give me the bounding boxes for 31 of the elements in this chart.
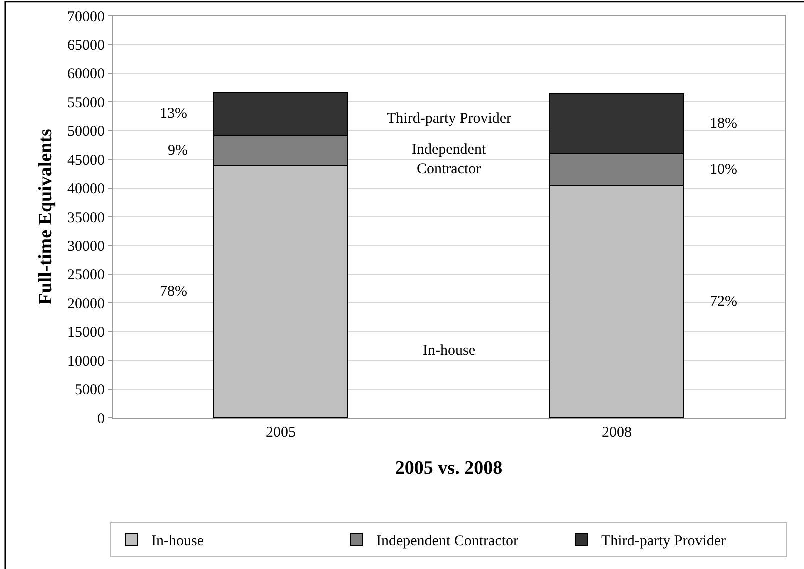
y-tick-label: 5000	[75, 382, 105, 399]
y-tick-label: 10000	[68, 354, 105, 370]
annotation: 78%	[160, 284, 188, 300]
y-axis-title: Full-time Equivalents	[35, 129, 56, 305]
y-tick-label: 25000	[68, 268, 105, 284]
text: In-house	[423, 343, 476, 359]
y-tick-label: 50000	[68, 124, 105, 140]
y-tick-label: 35000	[68, 210, 105, 226]
y-tick-label: 70000	[68, 9, 105, 26]
y-tick-label: 55000	[68, 95, 105, 112]
text: Independent Contractor	[412, 142, 486, 178]
legend-label: Independent Contractor	[376, 534, 519, 550]
x-tick-label: 2005	[266, 425, 296, 441]
text: Third-party Provider	[387, 111, 512, 127]
x-tick-label: 2008	[602, 425, 632, 441]
annotation: 10%	[710, 162, 738, 178]
y-tick-label: 40000	[68, 182, 105, 198]
x-axis-title: 2005 vs. 2008	[395, 458, 503, 479]
annotation: 18%	[710, 116, 738, 132]
annotation: 13%	[160, 106, 188, 122]
annotation: 72%	[710, 294, 738, 310]
y-tick-label: 60000	[68, 66, 105, 83]
y-tick-label: 30000	[68, 238, 105, 255]
y-tick-label: 45000	[68, 152, 105, 169]
legend-label: In-house	[152, 534, 204, 550]
y-tick-label: 65000	[68, 38, 105, 54]
annotation: 9%	[168, 143, 188, 159]
y-tick-label: 20000	[68, 296, 105, 312]
legend-label: Third-party Provider	[602, 534, 726, 550]
y-tick-label: 0	[98, 411, 105, 428]
y-tick-label: 15000	[68, 325, 105, 342]
